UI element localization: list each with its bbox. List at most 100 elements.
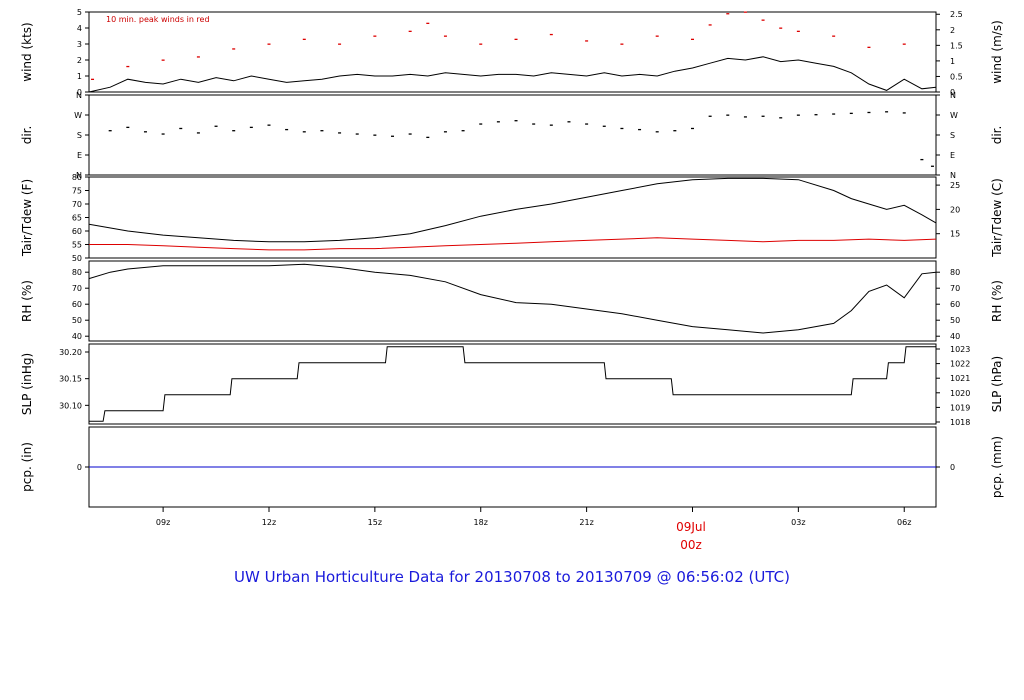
left-axis-label-rh: RH (%) — [20, 280, 34, 322]
panel-temp: 50 55 60 65 70 75 80 15 20 25 Tair/Tdew (F) Tair/Td… — [20, 173, 1004, 263]
series-line-temp-0 — [88, 177, 937, 243]
point-dir-0 — [408, 133, 412, 135]
x-tick-label: 12z — [262, 518, 276, 527]
right-tick-label-slp: 1019 — [950, 403, 970, 412]
right-tick-label-wind: 0.5 — [950, 72, 963, 81]
x-tick-label: 03z — [791, 518, 805, 527]
series-line-slp-0 — [89, 346, 936, 422]
left-tick-label-temp: 65 — [72, 214, 82, 223]
point-dir-0 — [267, 124, 271, 126]
panel-frame-slp — [88, 343, 937, 425]
left-tick-label-dir: W — [74, 111, 82, 120]
right-tick-label-rh: 50 — [950, 316, 960, 325]
right-tick-label-dir: N — [950, 171, 956, 180]
right-axis-label-dir: dir. — [990, 126, 1004, 145]
point-wind-1 — [832, 35, 836, 37]
point-dir-0 — [796, 114, 800, 116]
point-wind-1 — [338, 43, 342, 45]
right-tick-label-slp: 1023 — [950, 345, 970, 354]
right-tick-label-rh: 40 — [950, 332, 960, 341]
right-tick-label-slp: 1021 — [950, 374, 970, 383]
x-tick-label: 15z — [368, 518, 382, 527]
left-tick-label-wind: 4 — [77, 24, 82, 33]
right-tick-label-wind: 2 — [950, 26, 955, 35]
left-tick-label-dir: S — [77, 131, 82, 140]
point-dir-0 — [549, 124, 553, 126]
x-tick-label: 21z — [579, 518, 593, 527]
left-tick-label-rh: 70 — [72, 284, 82, 293]
point-wind-1 — [443, 35, 447, 37]
right-tick-label-rh: 60 — [950, 300, 960, 309]
panel-frame-wind — [88, 11, 937, 93]
point-dir-0 — [761, 115, 765, 117]
point-dir-0 — [920, 158, 924, 161]
point-dir-0 — [902, 112, 906, 114]
right-tick-label-slp: 1020 — [950, 389, 970, 398]
point-wind-1 — [267, 43, 271, 45]
panel-wind: 0 1 2 3 4 5 0 0.5 1 1.5 2 2.5 wind (kts) wind (m/s) 10… — [20, 8, 1004, 97]
point-dir-0 — [320, 130, 324, 132]
series-line-temp-1 — [89, 237, 937, 251]
point-dir-0 — [655, 131, 659, 133]
left-axis-label-pcp: pcp. (in) — [20, 442, 34, 492]
left-axis-label-slp: SLP (inHg) — [20, 353, 34, 415]
left-tick-label-pcp: 0 — [77, 463, 82, 472]
point-dir-0 — [496, 121, 500, 123]
point-dir-0 — [355, 133, 359, 135]
left-tick-label-dir: N — [76, 91, 82, 100]
series-line-wind-0 — [88, 56, 937, 93]
time-axis: 09z 12z 15z 18z 21z 03z 06z — [156, 507, 911, 527]
point-wind-1 — [91, 78, 95, 80]
right-axis-label-rh: RH (%) — [990, 280, 1004, 322]
left-tick-label-wind: 5 — [77, 8, 82, 17]
point-wind-1 — [585, 40, 589, 42]
point-wind-1 — [690, 38, 694, 40]
right-axis-label-wind: wind (m/s) — [990, 20, 1004, 84]
panel-pcp: 0 0 pcp. (in) pcp. (mm) — [20, 426, 1004, 508]
point-wind-1 — [408, 30, 412, 32]
left-tick-label-dir: E — [77, 151, 82, 160]
right-tick-label-wind: 0 — [950, 88, 955, 97]
point-dir-0 — [232, 130, 236, 132]
left-tick-label-temp: 80 — [72, 173, 82, 182]
left-tick-label-temp: 55 — [72, 241, 82, 250]
point-dir-0 — [443, 131, 447, 133]
chart-footer-title: UW Urban Horticulture Data for 20130708 … — [234, 568, 790, 586]
right-tick-label-temp: 15 — [950, 230, 960, 239]
point-dir-0 — [196, 132, 200, 134]
point-wind-1 — [708, 24, 712, 26]
point-wind-1 — [161, 59, 165, 61]
left-tick-label-temp: 60 — [72, 227, 82, 236]
panel-annotation-wind: 10 min. peak winds in red — [106, 15, 210, 24]
right-tick-label-rh: 70 — [950, 284, 960, 293]
panel-slp: 30.10 30.15 30.20 1018 1019 1020 1021 1022 1023 S… — [20, 343, 1004, 427]
left-tick-label-slp: 30.10 — [59, 401, 82, 410]
point-wind-1 — [620, 43, 624, 45]
point-wind-1 — [514, 38, 518, 40]
left-tick-label-slp: 30.15 — [59, 375, 82, 384]
point-wind-1 — [302, 38, 306, 40]
left-tick-label-dir: N — [76, 171, 82, 180]
point-dir-0 — [126, 126, 130, 129]
left-tick-label-wind: 3 — [77, 40, 82, 49]
point-wind-1 — [373, 35, 377, 37]
left-tick-label-temp: 75 — [72, 187, 82, 196]
point-wind-1 — [726, 13, 730, 15]
panel-rh: 40 50 60 70 80 40 50 60 70 80 RH (%) RH (%) — [20, 260, 1004, 342]
point-dir-0 — [930, 165, 934, 167]
right-tick-label-wind: 1 — [950, 57, 955, 66]
x-tick-label: 18z — [474, 518, 488, 527]
point-dir-0 — [673, 130, 677, 132]
point-wind-1 — [761, 19, 765, 21]
left-axis-label-wind: wind (kts) — [20, 22, 34, 81]
point-wind-1 — [196, 56, 200, 58]
point-dir-0 — [814, 114, 818, 116]
point-wind-1 — [779, 27, 783, 29]
point-dir-0 — [690, 127, 694, 130]
point-dir-0 — [585, 123, 589, 125]
left-axis-label-dir: dir. — [20, 126, 34, 145]
left-tick-label-rh: 60 — [72, 300, 82, 309]
